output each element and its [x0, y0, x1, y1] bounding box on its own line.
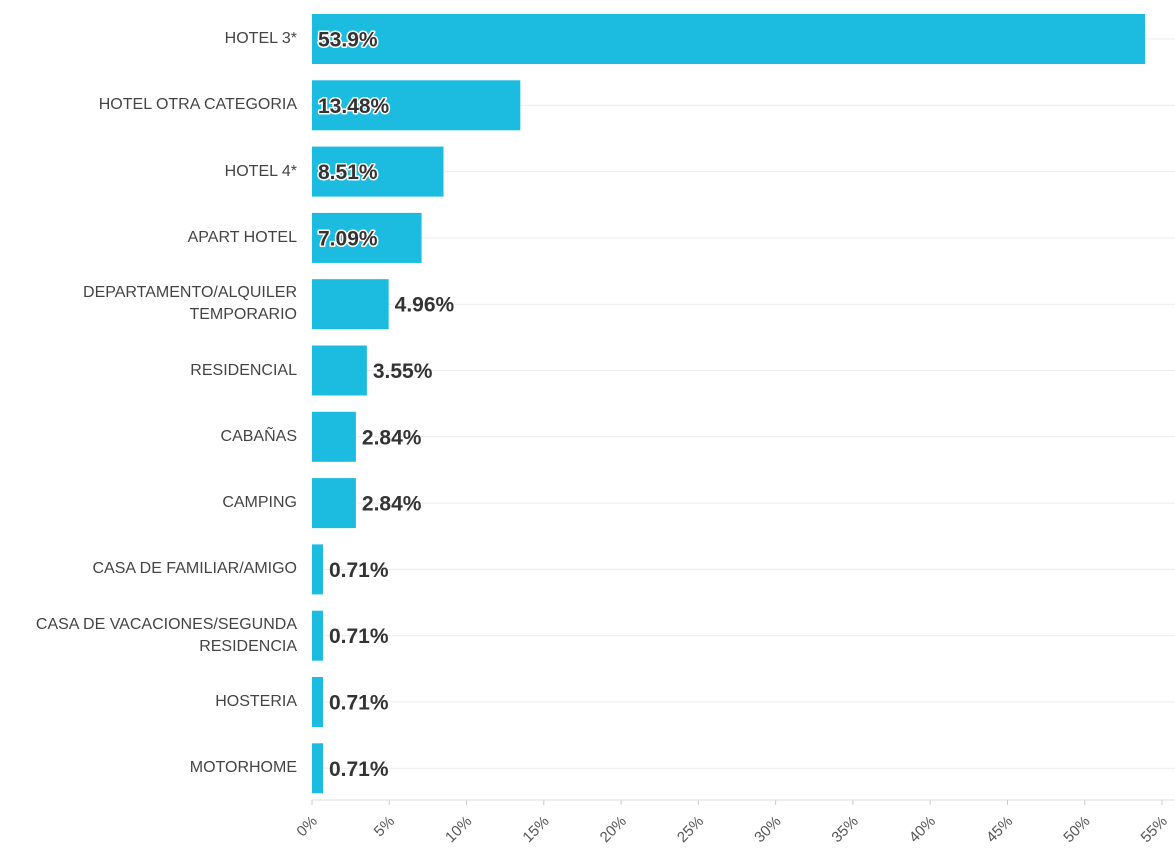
x-tick-label: 55%: [1138, 813, 1171, 846]
category-label: CAMPING: [222, 494, 297, 512]
value-label: 0.71%: [329, 758, 389, 781]
value-label: 2.84%: [362, 426, 422, 449]
category-label: CASA DE VACACIONES/SEGUNDA RESIDENCIA: [35, 615, 297, 655]
category-label: APART HOTEL: [187, 228, 297, 246]
category-label: CASA DE FAMILIAR/AMIGO: [92, 560, 298, 578]
bar: [312, 14, 1145, 64]
x-tick-label: 45%: [983, 813, 1016, 846]
bar: [312, 279, 389, 330]
bar: [312, 544, 323, 595]
value-label: 4.96%: [395, 294, 455, 317]
category-label: HOTEL 4*: [224, 162, 297, 180]
value-label: 7.09%: [318, 227, 378, 250]
value-label: 0.71%: [329, 559, 389, 582]
x-tick-label: 15%: [519, 813, 552, 846]
x-tick-label: 35%: [828, 813, 861, 846]
value-label: 0.71%: [329, 625, 389, 648]
category-label: DEPARTAMENTO/ALQUILER TEMPORARIO: [83, 284, 297, 324]
value-label: 3.55%: [373, 360, 433, 383]
bar: [312, 212, 422, 263]
x-tick-label: 10%: [442, 813, 475, 846]
category-label: HOTEL 3*: [224, 30, 297, 47]
value-label: 8.51%: [318, 161, 378, 184]
value-label: 0.71%: [329, 692, 389, 715]
value-label: 2.84%: [362, 493, 422, 516]
category-label: HOTEL OTRA CATEGORIA: [98, 96, 297, 114]
x-tick-label: 0%: [293, 813, 320, 840]
x-tick-label: 30%: [751, 813, 784, 846]
bar: [312, 677, 323, 727]
bar: [312, 345, 367, 396]
bar: [312, 610, 323, 661]
category-label: MOTORHOME: [189, 759, 297, 777]
value-label: 53.9%: [318, 29, 378, 52]
bar: [312, 146, 444, 197]
x-tick-label: 5%: [371, 813, 398, 840]
category-label: HOSTERIA: [215, 693, 297, 710]
bar: [312, 411, 356, 462]
x-tick-label: 25%: [674, 813, 707, 846]
category-label: CABAÑAS: [220, 427, 297, 445]
category-label: RESIDENCIAL: [190, 361, 297, 379]
bar: [312, 743, 323, 794]
x-tick-label: 50%: [1060, 813, 1093, 846]
value-label: 13.48%: [318, 95, 390, 118]
x-tick-label: 40%: [906, 813, 939, 846]
bar: [312, 478, 356, 529]
x-tick-label: 20%: [597, 813, 630, 846]
bar: [312, 80, 521, 131]
